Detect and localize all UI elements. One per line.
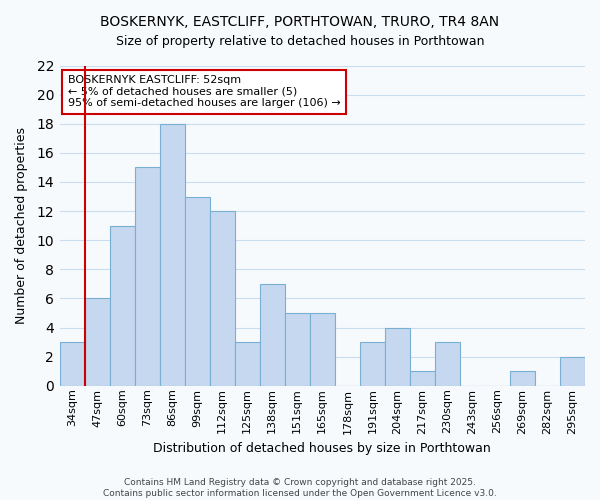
Bar (510, 371, 535, 386)
Text: BOSKERNYK EASTCLIFF: 52sqm
← 5% of detached houses are smaller (5)
95% of semi-d: BOSKERNYK EASTCLIFF: 52sqm ← 5% of detac… (68, 75, 340, 108)
Bar (85, 298, 110, 386)
Bar (59, 342, 85, 386)
Bar (385, 328, 410, 386)
Bar (410, 371, 435, 386)
Text: Contains HM Land Registry data © Crown copyright and database right 2025.
Contai: Contains HM Land Registry data © Crown c… (103, 478, 497, 498)
Bar (260, 284, 285, 386)
Bar (160, 124, 185, 386)
Bar (560, 356, 585, 386)
Bar (435, 342, 460, 386)
Bar (235, 342, 260, 386)
Bar (210, 211, 235, 386)
Bar (134, 168, 160, 386)
Bar (285, 313, 310, 386)
Text: BOSKERNYK, EASTCLIFF, PORTHTOWAN, TRURO, TR4 8AN: BOSKERNYK, EASTCLIFF, PORTHTOWAN, TRURO,… (100, 15, 500, 29)
Bar (360, 342, 385, 386)
Bar (110, 226, 134, 386)
Bar (310, 313, 335, 386)
Y-axis label: Number of detached properties: Number of detached properties (15, 127, 28, 324)
X-axis label: Distribution of detached houses by size in Porthtowan: Distribution of detached houses by size … (154, 442, 491, 455)
Text: Size of property relative to detached houses in Porthtowan: Size of property relative to detached ho… (116, 35, 484, 48)
Bar (185, 196, 210, 386)
